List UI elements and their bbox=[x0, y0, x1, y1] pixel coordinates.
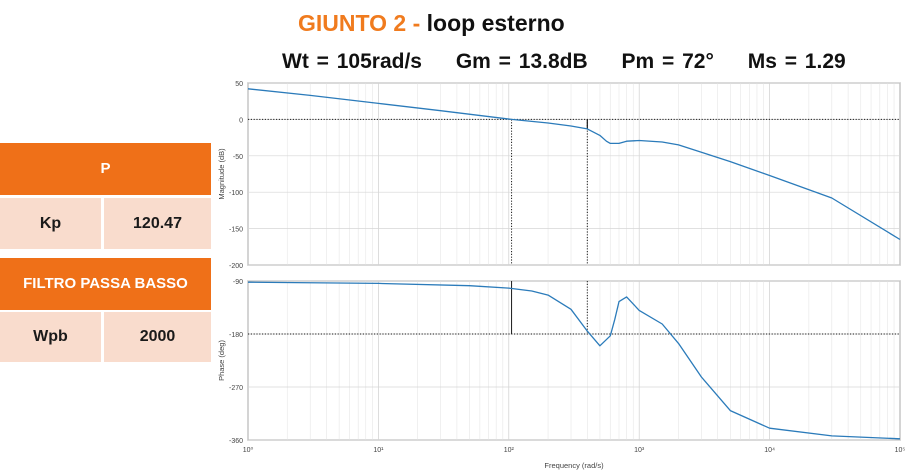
xtick-label: 10² bbox=[504, 447, 515, 454]
mag-response-curve bbox=[247, 88, 901, 241]
metric-pm: Pm = 72° bbox=[621, 50, 714, 73]
xlabel: Frequency (rad/s) bbox=[544, 461, 604, 470]
mag-ytick-label: 0 bbox=[239, 117, 243, 124]
metric-wt: Wt = 105rad/s bbox=[282, 50, 422, 73]
mag-ytick-label: 50 bbox=[235, 81, 243, 88]
xtick-label: 10³ bbox=[634, 447, 645, 454]
metric-ms: Ms = 1.29 bbox=[747, 50, 846, 73]
xtick-label: 10⁵ bbox=[895, 447, 906, 454]
xtick-label: 10⁰ bbox=[243, 446, 254, 454]
mag-ytick-label: -50 bbox=[233, 154, 243, 161]
title-dash: - bbox=[412, 10, 421, 36]
phase-panel: -90 -180 -270 -360 Phase (deg) 10⁰ 10¹ 10² 10³ 10… bbox=[217, 279, 905, 470]
filter-header: FILTRO PASSA BASSO bbox=[0, 258, 211, 310]
phase-response-curve bbox=[247, 281, 901, 440]
p-header: P bbox=[0, 143, 211, 195]
title-sub: loop esterno bbox=[426, 10, 565, 36]
mag-ytick-label: -100 bbox=[229, 190, 243, 197]
xtick-label: 10⁴ bbox=[764, 447, 775, 454]
mag-ylabel: Magnitude (dB) bbox=[217, 148, 226, 200]
page-title: GIUNTO 2 - loop esterno bbox=[298, 6, 565, 40]
wpb-row: Wpb 2000 bbox=[0, 312, 211, 362]
phase-ylabel: Phase (deg) bbox=[217, 340, 226, 381]
title-main: GIUNTO 2 bbox=[298, 10, 407, 36]
kp-value: 120.47 bbox=[104, 198, 211, 249]
kp-label: Kp bbox=[0, 198, 101, 249]
wpb-value: 2000 bbox=[104, 312, 211, 362]
xtick-label: 10¹ bbox=[373, 447, 384, 454]
metrics-line: Wt = 105rad/s Gm = 13.8dB Pm = 72° Ms = … bbox=[282, 44, 846, 80]
mag-panel: 50 0 -50 -100 -150 -200 Magnitude (dB) bbox=[217, 81, 901, 270]
wpb-label: Wpb bbox=[0, 312, 101, 362]
phase-ytick-label: -90 bbox=[233, 279, 243, 286]
mag-ytick-label: -200 bbox=[229, 263, 243, 270]
kp-row: Kp 120.47 bbox=[0, 198, 211, 249]
phase-ytick-label: -180 bbox=[229, 332, 243, 339]
phase-plot-area bbox=[247, 280, 901, 441]
phase-ytick-label: -360 bbox=[229, 438, 243, 445]
mag-ytick-label: -150 bbox=[229, 227, 243, 234]
mag-plot-area bbox=[247, 82, 901, 266]
phase-ytick-label: -270 bbox=[229, 385, 243, 392]
metric-gm: Gm = 13.8dB bbox=[455, 50, 588, 73]
